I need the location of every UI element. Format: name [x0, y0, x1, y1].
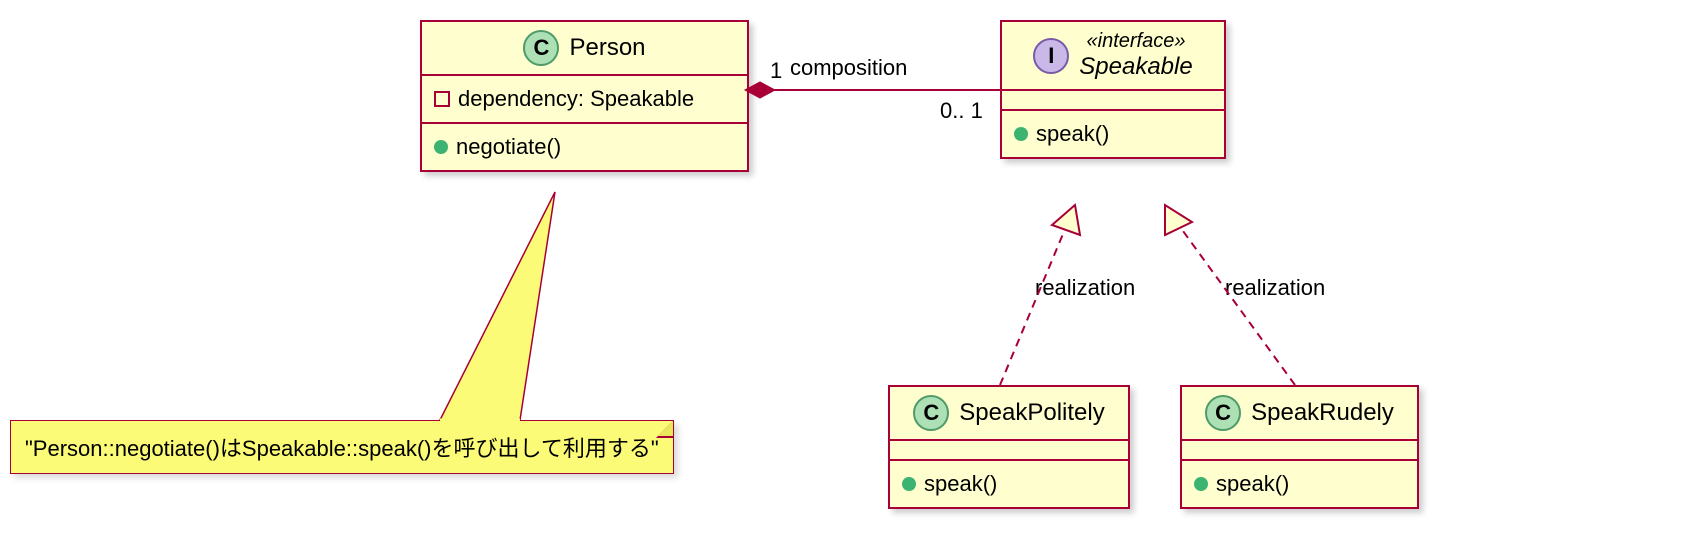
method-text: speak() — [924, 471, 997, 497]
class-speak-politely-attributes — [890, 441, 1128, 461]
public-visibility-icon — [1194, 477, 1208, 491]
method-row: speak() — [1014, 117, 1212, 151]
class-person-header: C Person — [422, 22, 747, 76]
attribute-text: dependency: Speakable — [458, 86, 694, 112]
method-text: negotiate() — [456, 134, 561, 160]
class-speak-politely-title: SpeakPolitely — [959, 399, 1104, 427]
class-person-attributes: dependency: Speakable — [422, 76, 747, 124]
class-badge-icon: C — [913, 395, 949, 431]
class-person-methods: negotiate() — [422, 124, 747, 170]
method-row: negotiate() — [434, 130, 735, 164]
composition-mult-right: 0.. 1 — [940, 98, 983, 124]
class-badge-icon: C — [523, 30, 559, 66]
method-row: speak() — [902, 467, 1116, 501]
class-speak-politely-methods: speak() — [890, 461, 1128, 507]
interface-speakable: I «interface» Speakable speak() — [1000, 20, 1226, 159]
class-speak-rudely-attributes — [1182, 441, 1417, 461]
realization2-label: realization — [1225, 275, 1325, 301]
interface-speakable-title: «interface» Speakable — [1079, 30, 1192, 81]
composition-label: composition — [790, 55, 907, 81]
stereotype-text: «interface» — [1079, 30, 1192, 53]
class-speak-rudely-header: C SpeakRudely — [1182, 387, 1417, 441]
class-speak-rudely-methods: speak() — [1182, 461, 1417, 507]
realization1-arrow-icon — [1052, 205, 1080, 235]
class-person: C Person dependency: Speakable negotiate… — [420, 20, 749, 172]
realization2-arrow-icon — [1165, 205, 1192, 235]
realization1-edge — [1000, 222, 1068, 385]
interface-speakable-attributes — [1002, 91, 1224, 111]
method-text: speak() — [1216, 471, 1289, 497]
interface-badge-icon: I — [1033, 38, 1069, 74]
realization1-label: realization — [1035, 275, 1135, 301]
method-text: speak() — [1036, 121, 1109, 147]
class-speak-rudely: C SpeakRudely speak() — [1180, 385, 1419, 509]
class-badge-icon: C — [1205, 395, 1241, 431]
composition-diamond-icon — [745, 82, 775, 98]
private-visibility-icon — [434, 91, 450, 107]
interface-speakable-methods: speak() — [1002, 111, 1224, 157]
interface-name-text: Speakable — [1079, 53, 1192, 81]
attribute-row: dependency: Speakable — [434, 82, 735, 116]
method-row: speak() — [1194, 467, 1405, 501]
public-visibility-icon — [902, 477, 916, 491]
realization2-edge — [1175, 220, 1295, 385]
note-text: "Person::negotiate()はSpeakable::speak()を… — [25, 436, 659, 461]
note: "Person::negotiate()はSpeakable::speak()を… — [10, 420, 674, 474]
public-visibility-icon — [434, 140, 448, 154]
class-speak-politely-header: C SpeakPolitely — [890, 387, 1128, 441]
class-speak-politely: C SpeakPolitely speak() — [888, 385, 1130, 509]
interface-speakable-header: I «interface» Speakable — [1002, 22, 1224, 91]
note-callout — [440, 192, 555, 420]
composition-mult-left: 1 — [770, 58, 782, 84]
public-visibility-icon — [1014, 127, 1028, 141]
class-person-title: Person — [569, 34, 645, 62]
class-speak-rudely-title: SpeakRudely — [1251, 399, 1394, 427]
